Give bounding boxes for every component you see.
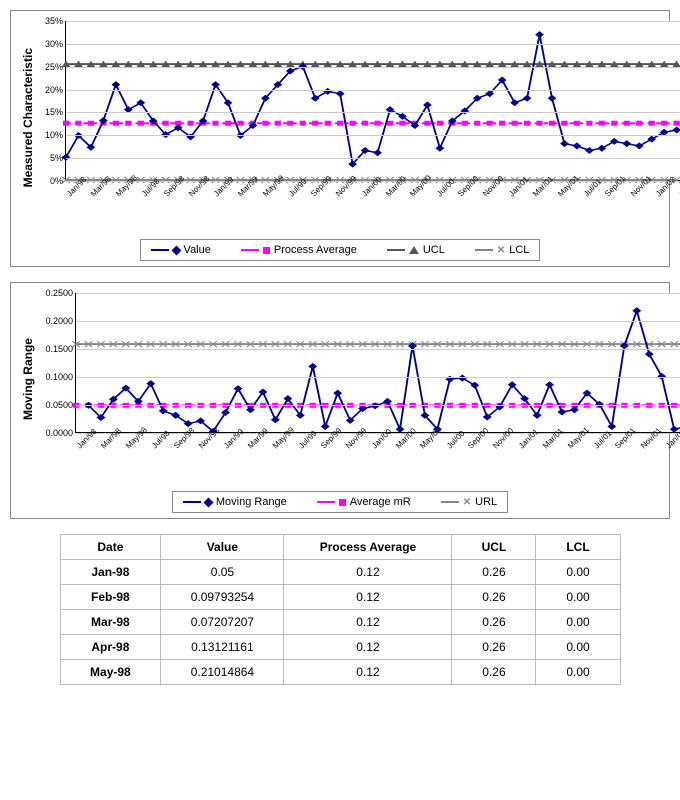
table-body: Jan-980.050.120.260.00Feb-980.097932540.… bbox=[60, 560, 620, 685]
legend-value: Value bbox=[151, 244, 211, 256]
table-cell: Jan-98 bbox=[60, 560, 161, 585]
chart2-plot: 0.00000.05000.10000.15000.20000.2500 bbox=[75, 293, 680, 433]
table-row: May-980.210148640.120.260.00 bbox=[60, 660, 620, 685]
legend-average-mr-label: Average mR bbox=[350, 496, 411, 508]
table-cell: 0.13121161 bbox=[161, 635, 284, 660]
legend-value-label: Value bbox=[184, 244, 211, 256]
legend-process-average-label: Process Average bbox=[274, 244, 357, 256]
legend-process-average: Process Average bbox=[241, 244, 357, 256]
table-cell: 0.07207207 bbox=[161, 610, 284, 635]
chart2-svg bbox=[76, 293, 680, 432]
table-cell: 0.09793254 bbox=[161, 585, 284, 610]
legend-url-label: URL bbox=[475, 496, 497, 508]
legend-average-mr: Average mR bbox=[317, 496, 411, 508]
table-cell: 0.26 bbox=[452, 660, 536, 685]
chart2-xlabels: Jan/98Mar/98May/98Jul/98Sep/98Nov/98Jan/… bbox=[75, 436, 680, 466]
chart2-legend: Moving Range Average mR ✕ URL bbox=[172, 491, 508, 513]
table-cell: 0.26 bbox=[452, 635, 536, 660]
table-cell: 0.26 bbox=[452, 585, 536, 610]
table-cell: 0.05 bbox=[161, 560, 284, 585]
data-table: DateValueProcess AverageUCLLCL Jan-980.0… bbox=[60, 534, 621, 685]
table-cell: 0.26 bbox=[452, 560, 536, 585]
legend-ucl: UCL bbox=[387, 244, 445, 256]
table-row: Jan-980.050.120.260.00 bbox=[60, 560, 620, 585]
table-cell: 0.00 bbox=[536, 585, 620, 610]
chart1-svg bbox=[66, 21, 680, 180]
table-cell: May-98 bbox=[60, 660, 161, 685]
chart1-ylabel: Measured Characteristic bbox=[21, 48, 35, 187]
table-cell: 0.12 bbox=[284, 560, 452, 585]
table-header: Value bbox=[161, 535, 284, 560]
table-cell: Apr-98 bbox=[60, 635, 161, 660]
chart1-plot: 0%5%10%15%20%25%30%35% bbox=[65, 21, 680, 181]
table-row: Feb-980.097932540.120.260.00 bbox=[60, 585, 620, 610]
legend-ucl-label: UCL bbox=[423, 244, 445, 256]
chart1-xlabels: Jan/98Mar/98May/98Jul/98Sep/98Nov/98Jan/… bbox=[65, 184, 680, 214]
table-cell: 0.12 bbox=[284, 660, 452, 685]
table-cell: Feb-98 bbox=[60, 585, 161, 610]
measured-characteristic-chart: Measured Characteristic 0%5%10%15%20%25%… bbox=[10, 10, 670, 267]
table-cell: 0.00 bbox=[536, 635, 620, 660]
legend-lcl: ✕ LCL bbox=[475, 244, 530, 256]
table-header-row: DateValueProcess AverageUCLLCL bbox=[60, 535, 620, 560]
table-cell: 0.12 bbox=[284, 635, 452, 660]
table-cell: 0.00 bbox=[536, 660, 620, 685]
legend-lcl-label: LCL bbox=[509, 244, 529, 256]
table-cell: 0.21014864 bbox=[161, 660, 284, 685]
table-row: Apr-980.131211610.120.260.00 bbox=[60, 635, 620, 660]
table-header: UCL bbox=[452, 535, 536, 560]
table-header: Date bbox=[60, 535, 161, 560]
table-cell: 0.12 bbox=[284, 610, 452, 635]
table-cell: Mar-98 bbox=[60, 610, 161, 635]
table-cell: 0.00 bbox=[536, 560, 620, 585]
chart2-ylabel: Moving Range bbox=[21, 338, 35, 420]
chart1-legend: Value Process Average UCL ✕ LCL bbox=[140, 239, 541, 261]
legend-url: ✕ URL bbox=[441, 496, 497, 508]
legend-moving-range-label: Moving Range bbox=[216, 496, 287, 508]
table-row: Mar-980.072072070.120.260.00 bbox=[60, 610, 620, 635]
table-cell: 0.26 bbox=[452, 610, 536, 635]
table-header: Process Average bbox=[284, 535, 452, 560]
legend-moving-range: Moving Range bbox=[183, 496, 287, 508]
table-cell: 0.00 bbox=[536, 610, 620, 635]
table-header: LCL bbox=[536, 535, 620, 560]
moving-range-chart: Moving Range 0.00000.05000.10000.15000.2… bbox=[10, 282, 670, 519]
table-cell: 0.12 bbox=[284, 585, 452, 610]
